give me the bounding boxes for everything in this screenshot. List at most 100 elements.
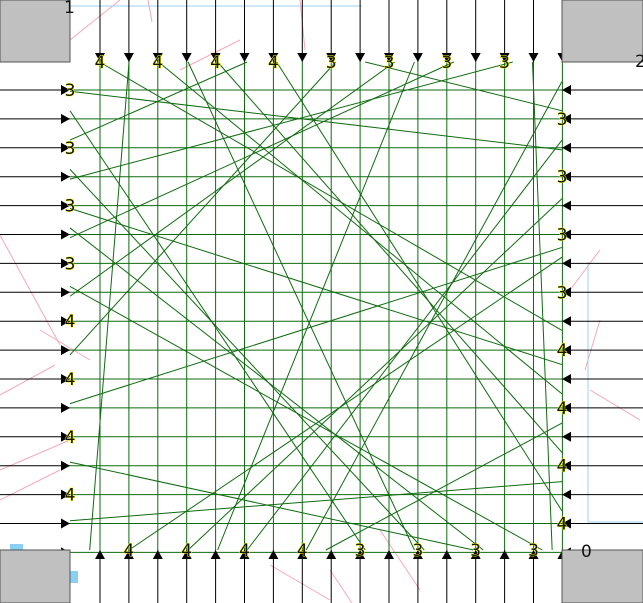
- diagonal-wire: [187, 61, 415, 551]
- diagonal-wire: [69, 61, 337, 356]
- pin-arrow: [355, 53, 366, 62]
- ratsnest-line: [39, 329, 91, 361]
- pin-label: 3: [499, 53, 510, 73]
- pin-arrow: [562, 460, 571, 471]
- pin-arrow: [210, 53, 221, 62]
- pin-arrow: [95, 53, 105, 62]
- pin-label: 4: [557, 399, 568, 419]
- ratsnest-line: [0, 469, 61, 501]
- pin-label: 3: [557, 283, 568, 303]
- pin-label: 3: [384, 53, 395, 73]
- pin-arrow: [61, 258, 70, 269]
- pin-arrow: [61, 460, 70, 471]
- pin-arrow: [470, 53, 481, 62]
- ratsnest-line: [329, 569, 353, 603]
- pin-arrow: [61, 431, 70, 442]
- ratsnest-line: [584, 319, 601, 371]
- ratsnest-line: [69, 0, 121, 41]
- pin-arrow: [412, 53, 423, 62]
- pin-arrow: [181, 550, 192, 559]
- pin-label: 4: [297, 541, 308, 561]
- pin-arrow: [326, 53, 337, 62]
- pin-arrow: [61, 229, 70, 240]
- pin-arrow: [61, 316, 70, 327]
- pin-label: 4: [95, 53, 106, 73]
- diagonal-wire: [246, 139, 563, 551]
- pin-arrow: [210, 550, 221, 559]
- pin-arrow: [152, 53, 163, 62]
- corner-pad: [0, 549, 71, 603]
- diagonal-wire: [158, 61, 563, 395]
- pin-arrow: [239, 550, 250, 559]
- pin-label: 3: [557, 226, 568, 246]
- pin-arrow: [61, 402, 70, 413]
- pin-arrow: [268, 53, 279, 62]
- pin-label: 3: [557, 110, 568, 130]
- diagonal-wire: [325, 422, 563, 551]
- pin-arrow: [441, 53, 452, 62]
- corner-label-top-right: 2: [635, 52, 643, 72]
- pin-label: 3: [65, 139, 76, 159]
- pin-arrow: [562, 258, 571, 269]
- pin-arrow: [152, 550, 163, 559]
- pin-arrow: [61, 489, 70, 500]
- diagonal-wire: [365, 61, 563, 112]
- pin-arrow: [384, 53, 394, 62]
- pin-label: 3: [355, 541, 366, 561]
- pin-arrow: [268, 550, 279, 559]
- pin-arrow: [61, 142, 70, 153]
- corner-pad: [561, 549, 643, 603]
- diagonal-wire: [69, 227, 484, 551]
- pin-label: 3: [441, 53, 452, 73]
- routing-grid: [70, 62, 563, 553]
- pin-label: 4: [65, 486, 76, 506]
- diagonal-wire: [187, 198, 563, 551]
- ratsnest-line: [379, 529, 421, 591]
- pin-arrow: [61, 345, 70, 356]
- pin-label: 4: [239, 541, 250, 561]
- pin-label: 4: [65, 370, 76, 390]
- diagonal-wire: [69, 61, 513, 180]
- pin-arrow: [562, 229, 571, 240]
- pin-label: 4: [152, 53, 163, 73]
- diagonal-wire: [305, 81, 563, 551]
- pin-label: 3: [326, 53, 337, 73]
- pin-label: 3: [65, 254, 76, 274]
- pin-arrow: [528, 550, 539, 559]
- pin-arrow: [562, 200, 571, 211]
- pin-arrow: [326, 550, 337, 559]
- diagonal-wire: [99, 61, 563, 331]
- diagonal-wire: [69, 61, 396, 297]
- pin-label: 3: [470, 541, 481, 561]
- pin-arrow: [441, 550, 452, 559]
- pin-arrow: [499, 53, 510, 62]
- diagonal-wire: [69, 461, 474, 551]
- pin-arrow: [562, 85, 571, 95]
- corner-label-bottom-right: 0: [581, 542, 592, 562]
- guide-layer: [10, 5, 643, 583]
- pin-arrow: [61, 85, 70, 95]
- ratsnest-line: [0, 364, 56, 396]
- diagonal-wire: [217, 61, 415, 551]
- pin-label: 4: [181, 541, 192, 561]
- pin-arrow: [562, 345, 571, 356]
- pin-arrow: [562, 402, 571, 413]
- diagonal-wires: [69, 61, 563, 551]
- ratsnest-line: [0, 234, 61, 346]
- pin-arrow: [61, 200, 70, 211]
- pin-arrow: [355, 550, 366, 559]
- pin-label: 4: [210, 53, 221, 73]
- pin-label: 4: [557, 515, 568, 535]
- pin-label: 3: [65, 197, 76, 217]
- pin-arrow: [562, 316, 571, 327]
- pin-label: 4: [123, 541, 134, 561]
- pin-arrow: [562, 287, 571, 298]
- pin-arrow: [562, 142, 571, 153]
- pin-arrow: [470, 550, 481, 559]
- corner-label-top-left: 1: [64, 0, 75, 18]
- diagonal-wire: [69, 246, 563, 405]
- ratsnest-line: [569, 249, 601, 291]
